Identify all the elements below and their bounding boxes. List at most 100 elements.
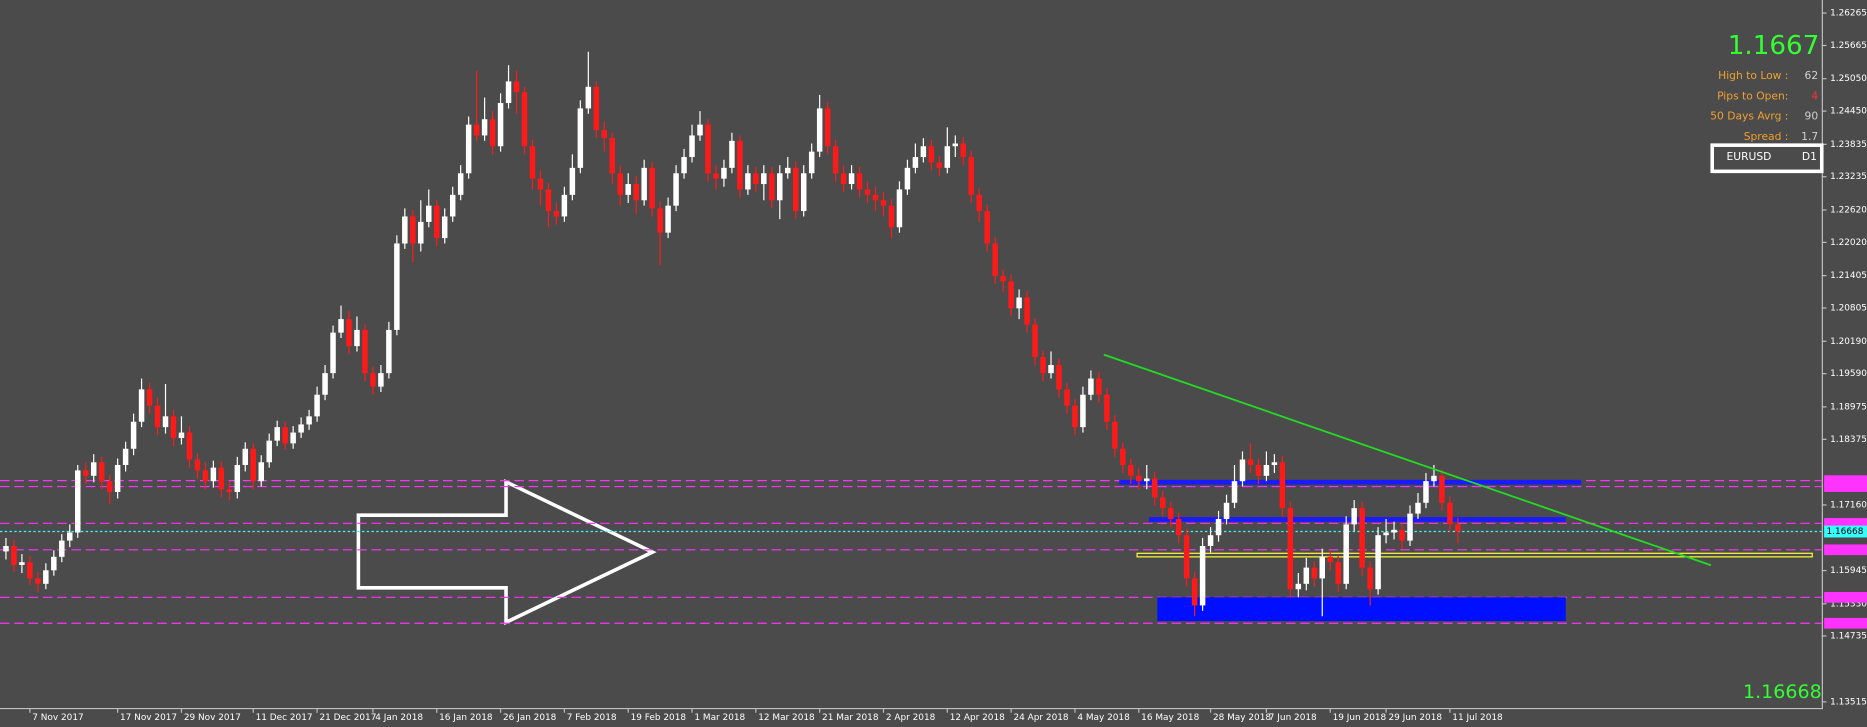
candle-body [785,167,791,174]
candle-body [402,216,408,244]
y-tick-label: 1.14735 [1830,631,1867,641]
candle-body [1120,448,1126,465]
y-tick-label: 1.13515 [1830,697,1867,707]
candle-body [617,173,623,195]
arrow [356,479,657,626]
candle-body [737,140,743,190]
candle-body [226,489,233,492]
candle-body [777,173,783,201]
y-tick-label: 1.19590 [1830,369,1867,379]
level-tag [1824,475,1867,486]
x-tick-label: 29 Jun 2018 [1388,713,1442,723]
candle-body [298,424,304,433]
candle-body [43,570,49,584]
candle-body [713,173,719,179]
candle-body [944,146,951,168]
x-tick-label: 11 Dec 2017 [256,713,313,723]
candle-body [505,81,512,104]
blue-zone [1157,597,1566,622]
candle-body [928,146,935,163]
candle-body [27,562,33,579]
candle-body [441,216,448,239]
candle-body [1008,281,1014,309]
y-tick-label: 1.21405 [1830,271,1867,281]
candle-body [98,462,105,482]
candle-body [67,532,73,541]
candle-body [35,578,41,584]
candle-body [585,86,592,109]
candle-body [1175,518,1182,536]
candle-body [521,92,528,147]
candle-body [354,329,360,347]
yellow-zone [1136,552,1813,558]
candle-body [146,389,153,406]
info-value: 90 [1805,110,1819,123]
candle-body [864,189,871,195]
candle-body [362,329,368,374]
x-tick-label: 24 Apr 2018 [1014,713,1069,723]
candle-body [1223,502,1230,519]
y-tick-label: 1.25665 [1830,41,1867,51]
candle-body [553,211,560,217]
x-tick-label: 12 Mar 2018 [758,713,815,723]
candle-body [290,432,296,444]
candle-body [1455,524,1461,532]
candle-body [1367,567,1373,590]
candle-body [258,462,264,482]
candle-body [338,319,344,333]
candle-body [449,194,456,217]
level-tag [1824,591,1867,603]
candle-body [1096,378,1102,395]
candle-body [593,86,600,131]
candle-body [1072,405,1078,428]
candle-body [1351,508,1357,525]
info-price: 1.1667 [1728,31,1820,61]
candle-body [194,459,201,471]
candle-body [800,173,807,212]
x-tick-label: 7 Jun 2018 [1269,713,1317,723]
candle-body [1104,394,1110,422]
candle-body [1271,462,1278,465]
candle-body [729,140,735,168]
candle-body [3,546,9,552]
candle-body [242,448,249,465]
candle-body [1359,508,1365,568]
candle-body [1183,535,1190,579]
candle-body [234,464,241,492]
x-tick-label: 29 Nov 2017 [184,713,241,723]
last-price-tag-label: 1.16668 [1827,527,1864,537]
candle-body [122,448,129,465]
candle-body [832,146,839,174]
candle-body [880,200,887,206]
candle-body [1048,365,1054,374]
candle-body [824,108,831,147]
x-tick-label: 28 May 2018 [1213,713,1271,723]
info-value: 62 [1805,69,1819,82]
candle-body [984,211,990,244]
candle-body [753,173,759,185]
candle-body [952,143,959,147]
candle-body [51,556,57,571]
candle-body [322,373,328,395]
candle-body [330,332,336,374]
candle-body [625,184,631,195]
candle-body [1263,464,1270,476]
candle-body [1375,535,1381,590]
candle-body [649,167,655,209]
candle-body [210,467,217,482]
info-value: 4 [1811,89,1818,102]
candle-body [856,173,863,190]
candle-body [1399,529,1405,541]
y-tick-label: 1.23835 [1830,140,1867,150]
info-label: Pips to Open: [1717,89,1788,102]
candle-body [394,243,400,330]
candle-body [1231,481,1238,503]
candle-body [896,189,903,228]
x-tick-label: 19 Feb 2018 [631,713,687,723]
y-tick-label: 1.25050 [1830,74,1867,84]
level-tag [1824,617,1867,629]
candle-body [1167,508,1174,519]
